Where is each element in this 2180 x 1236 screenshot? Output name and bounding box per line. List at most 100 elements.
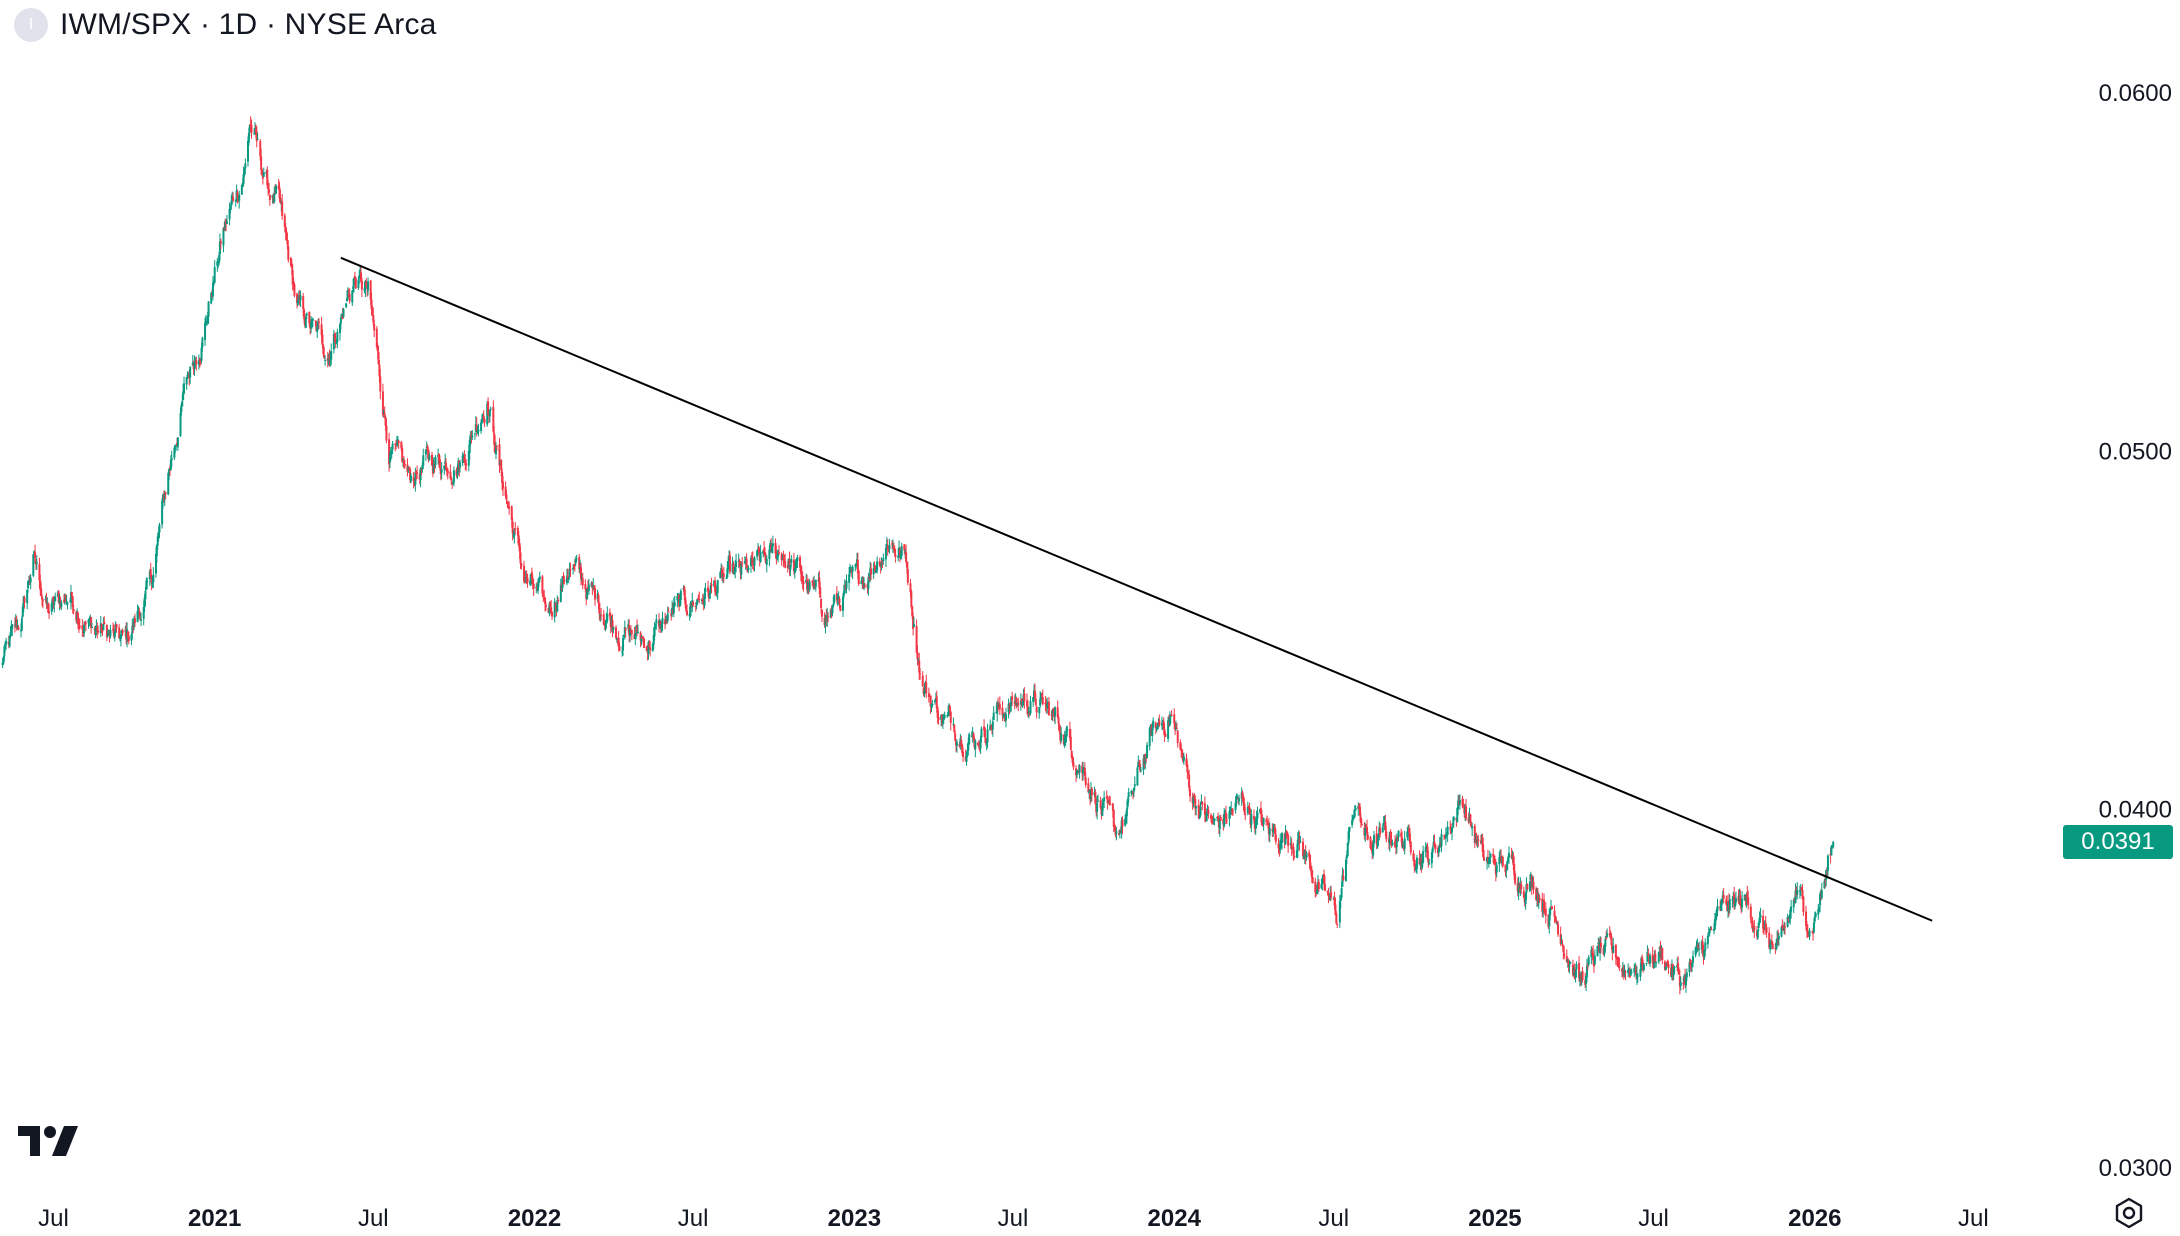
candle xyxy=(1225,814,1228,824)
candle xyxy=(210,291,213,305)
symbol-badge-icon[interactable]: I xyxy=(14,8,48,42)
candle xyxy=(1224,805,1227,825)
candle xyxy=(1277,838,1280,854)
candle xyxy=(1248,802,1251,816)
candle xyxy=(1728,894,1731,914)
candle xyxy=(1391,839,1394,847)
candle xyxy=(78,618,81,630)
candle xyxy=(831,605,834,617)
candle xyxy=(649,640,652,657)
tradingview-logo-icon[interactable] xyxy=(18,1124,82,1158)
candle xyxy=(1103,791,1106,808)
candle xyxy=(541,574,544,598)
candle xyxy=(402,456,405,469)
candle xyxy=(1493,855,1496,866)
gear-icon[interactable] xyxy=(2112,1196,2146,1230)
candle xyxy=(1292,842,1295,861)
candle xyxy=(1060,726,1063,744)
candle xyxy=(1403,830,1406,855)
candle xyxy=(287,240,290,263)
price-tick-label: 0.0600 xyxy=(2099,80,2172,107)
candle xyxy=(912,616,915,628)
candle xyxy=(544,596,547,612)
candle xyxy=(974,738,977,758)
candle xyxy=(115,623,118,633)
candle xyxy=(673,595,676,608)
candle xyxy=(796,554,799,568)
candle xyxy=(561,576,564,592)
candle xyxy=(1784,922,1786,935)
candle xyxy=(826,607,829,628)
candle xyxy=(1072,756,1075,770)
candle xyxy=(1751,916,1754,933)
candle xyxy=(636,619,639,637)
candle xyxy=(1818,905,1821,912)
candle xyxy=(1029,695,1032,716)
candle xyxy=(20,615,23,632)
candle xyxy=(299,290,302,308)
candle xyxy=(594,585,596,606)
candle xyxy=(1101,798,1104,816)
candle xyxy=(716,579,719,600)
candle xyxy=(268,182,271,195)
candle xyxy=(1786,913,1789,928)
candle xyxy=(1586,963,1589,971)
candle xyxy=(3,644,6,661)
candle xyxy=(375,326,378,349)
chart-header: I IWM/SPX · 1D · NYSE Arca xyxy=(14,8,437,42)
candle xyxy=(1201,801,1204,811)
candle xyxy=(1444,827,1447,846)
candle xyxy=(1339,895,1342,909)
candle xyxy=(1630,968,1633,974)
candle xyxy=(1645,962,1648,966)
candle xyxy=(827,612,830,623)
candle xyxy=(1471,822,1474,837)
candle xyxy=(422,448,425,470)
candle xyxy=(372,307,375,326)
candle xyxy=(164,491,167,500)
candle xyxy=(244,158,247,175)
price-axis[interactable]: 0.0600 0.0500 0.0400 0.0300 xyxy=(2099,80,2172,1182)
candle xyxy=(176,436,179,451)
candle xyxy=(367,277,370,296)
candle xyxy=(692,600,695,607)
candle xyxy=(1825,869,1828,887)
candle xyxy=(1446,821,1449,843)
candle xyxy=(1087,777,1090,793)
candle xyxy=(753,556,756,572)
candle xyxy=(1235,793,1238,808)
candle xyxy=(1749,903,1752,924)
candle xyxy=(1684,974,1687,993)
candle xyxy=(1585,959,1588,983)
candle xyxy=(1426,842,1429,861)
candle xyxy=(1678,969,1681,995)
candle xyxy=(778,545,781,555)
candle xyxy=(1458,794,1461,810)
candle xyxy=(1498,851,1501,872)
candle xyxy=(704,582,707,599)
candle xyxy=(195,356,198,371)
candle xyxy=(1465,798,1468,821)
candle xyxy=(1244,806,1247,821)
candle xyxy=(894,548,897,563)
candle xyxy=(921,671,924,687)
candle xyxy=(819,582,822,599)
candle xyxy=(273,186,276,204)
candle xyxy=(788,551,791,576)
candle xyxy=(1762,927,1765,936)
candle xyxy=(912,612,915,636)
candle xyxy=(1187,770,1190,776)
candle xyxy=(169,455,172,471)
time-axis[interactable]: Jul 2021 Jul 2022 Jul 2023 Jul 2024 Jul 2025 Jul 20… xyxy=(38,1205,1989,1232)
candle xyxy=(229,205,232,213)
candle xyxy=(1382,816,1385,827)
trend-line[interactable] xyxy=(340,256,1933,922)
candle xyxy=(103,616,106,625)
candle xyxy=(96,622,99,639)
candle xyxy=(473,432,476,440)
candle xyxy=(488,409,491,423)
candle xyxy=(1544,902,1547,924)
candle xyxy=(45,592,48,609)
candle xyxy=(790,554,793,568)
